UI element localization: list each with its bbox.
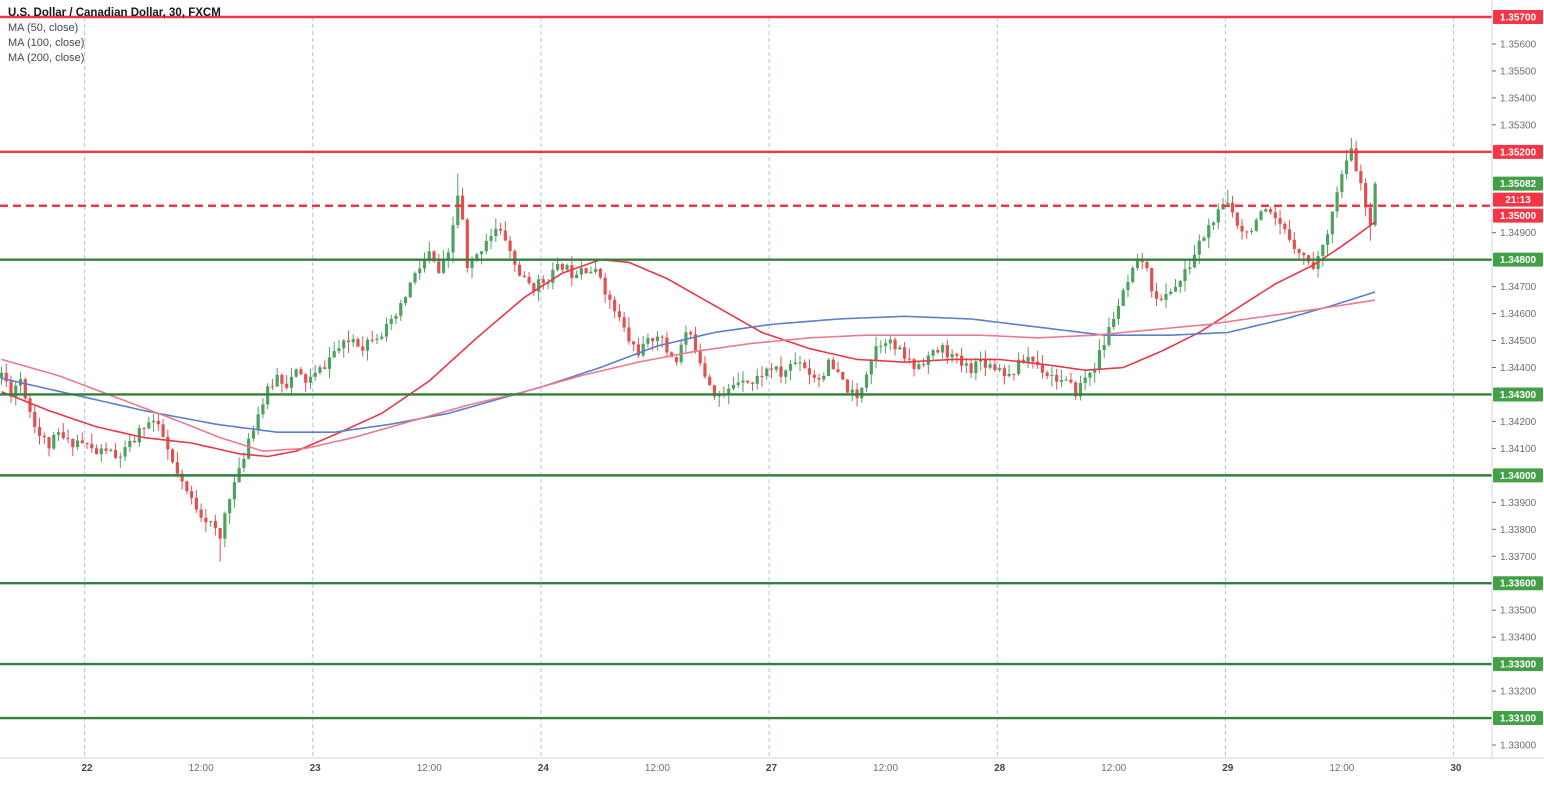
price-tick: 1.35600 (1500, 39, 1537, 50)
level-badge-1.33600: 1.33600 (1493, 576, 1543, 591)
price-tick: 1.35300 (1500, 120, 1537, 131)
day-label: 22 (81, 763, 93, 774)
svg-text:1.34000: 1.34000 (1500, 471, 1537, 482)
time-label: 12:00 (1101, 763, 1126, 774)
price-tick: 1.33400 (1500, 633, 1537, 644)
day-label: 24 (538, 763, 550, 774)
level-badge-1.35000: 1.35000 (1493, 208, 1543, 223)
price-tick: 1.35400 (1500, 93, 1537, 104)
price-tick-labels: 1.35600 1.35500 1.35400 1.35300 1.34900 1.347… (1492, 39, 1537, 752)
price-tick: 1.34600 (1500, 309, 1537, 320)
time-label: 12:00 (189, 763, 214, 774)
candles-series (0, 137, 1377, 562)
price-tick: 1.34200 (1500, 417, 1537, 428)
ma-legend-100[interactable]: MA (100, close) (8, 37, 85, 49)
day-label: 27 (766, 763, 778, 774)
day-label: 23 (310, 763, 322, 774)
level-badge-1.34000: 1.34000 (1493, 468, 1543, 483)
price-tick: 1.35500 (1500, 66, 1537, 77)
time-label: 12:00 (645, 763, 670, 774)
price-tick: 1.33200 (1500, 687, 1537, 698)
price-tick: 1.34500 (1500, 336, 1537, 347)
price-tick: 1.34700 (1500, 282, 1537, 293)
price-tick: 1.33500 (1500, 606, 1537, 617)
svg-text:1.35700: 1.35700 (1500, 13, 1537, 24)
svg-text:1.34300: 1.34300 (1500, 390, 1537, 401)
session-break-lines (84, 17, 1455, 758)
ma-line[interactable] (1, 291, 1376, 434)
ma-line[interactable] (1, 221, 1376, 458)
symbol-title[interactable]: U.S. Dollar / Canadian Dollar, 30, FXCM (8, 7, 221, 19)
price-tick: 1.33800 (1500, 525, 1537, 536)
ma-legend-50[interactable]: MA (50, close) (8, 22, 79, 34)
price-tick: 1.33900 (1500, 498, 1537, 509)
ma-line[interactable] (1, 299, 1376, 452)
day-label: 29 (1222, 763, 1234, 774)
current-price-badge: 1.35082 (1493, 176, 1543, 191)
svg-text:1.33100: 1.33100 (1500, 714, 1537, 725)
level-badge-1.33100: 1.33100 (1493, 711, 1543, 726)
level-badge-1.35700: 1.35700 (1493, 10, 1543, 24)
ma-legend-200[interactable]: MA (200, close) (8, 52, 85, 64)
day-label: 30 (1450, 763, 1462, 774)
svg-text:1.35200: 1.35200 (1500, 147, 1537, 158)
level-badge-1.33300: 1.33300 (1493, 657, 1543, 672)
level-badge-1.34800: 1.34800 (1493, 252, 1543, 267)
legend: U.S. Dollar / Canadian Dollar, 30, FXCM … (8, 6, 221, 66)
time-axis[interactable] (0, 758, 1544, 787)
price-tick: 1.33700 (1500, 552, 1537, 563)
level-badge-1.35200: 1.35200 (1493, 144, 1543, 159)
price-tick: 1.34400 (1500, 363, 1537, 374)
time-label: 12:00 (417, 763, 442, 774)
svg-text:1.35082: 1.35082 (1500, 179, 1537, 190)
price-tick: 1.34100 (1500, 444, 1537, 455)
price-tick: 1.33000 (1500, 741, 1537, 752)
price-level-lines (0, 15, 1492, 720)
countdown-badge: 21:13 (1493, 192, 1543, 207)
level-badge-1.34300: 1.34300 (1493, 387, 1543, 402)
day-label: 28 (994, 763, 1006, 774)
svg-text:1.33300: 1.33300 (1500, 660, 1537, 671)
time-labels: 22 12:00 23 12:00 24 12:00 27 12:00 28 12:00 29 12:… (81, 763, 1461, 774)
svg-text:21:13: 21:13 (1505, 195, 1531, 206)
svg-text:1.33600: 1.33600 (1500, 579, 1537, 590)
moving-averages (1, 221, 1376, 458)
time-label: 12:00 (1329, 763, 1354, 774)
svg-text:1.34800: 1.34800 (1500, 255, 1537, 266)
price-tick: 1.34900 (1500, 228, 1537, 239)
time-label: 12:00 (873, 763, 898, 774)
svg-text:1.35000: 1.35000 (1500, 211, 1537, 222)
